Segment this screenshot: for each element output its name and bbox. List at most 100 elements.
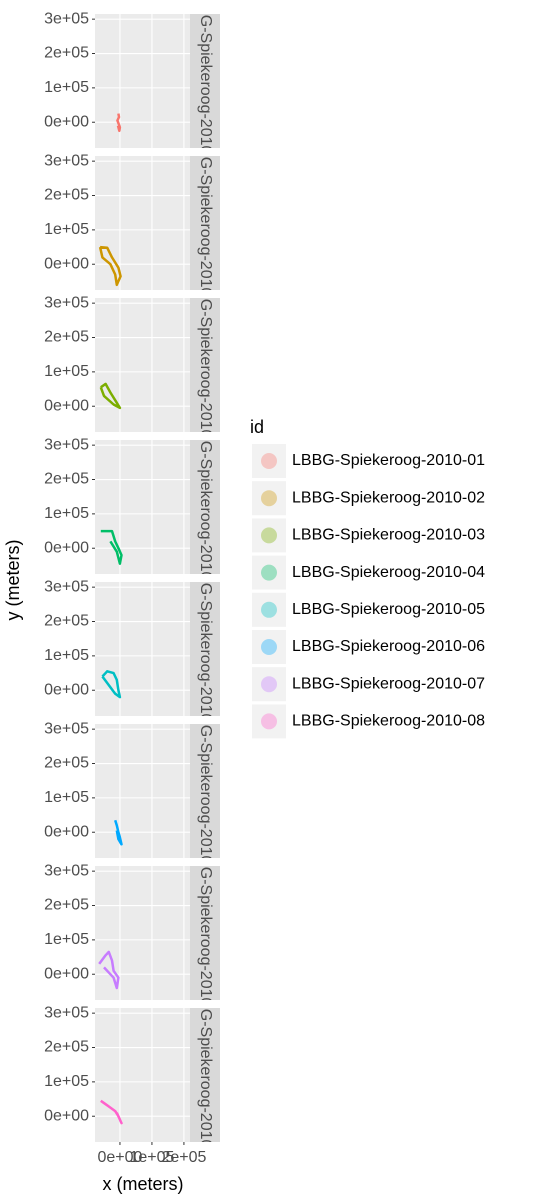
legend-label: LBBG-Spiekeroog-2010-03: [292, 527, 485, 544]
y-tick-label: 1e+05: [44, 647, 89, 664]
strip: LBBG-Spiekeroog-2010-07: [197, 836, 214, 1029]
strip-background: [190, 14, 220, 148]
track: [99, 382, 122, 410]
y-tick-label: 2e+05: [44, 613, 89, 630]
panel-background: [95, 156, 190, 290]
y-tick-label: 1e+05: [44, 1073, 89, 1090]
panel-background: [95, 440, 190, 574]
legend-label: LBBG-Spiekeroog-2010-04: [292, 564, 485, 581]
strip: LBBG-Spiekeroog-2010-02: [197, 126, 214, 319]
strip-background: [190, 866, 220, 1000]
strip: LBBG-Spiekeroog-2010-06: [197, 694, 214, 887]
strip-label: LBBG-Spiekeroog-2010-07: [197, 836, 214, 1029]
y-tick-label: 2e+05: [44, 897, 89, 914]
y-tick-label: 3e+05: [44, 1004, 89, 1021]
panel-background: [95, 582, 190, 716]
panel-background: [95, 1008, 190, 1142]
track: [98, 950, 120, 990]
x-tick-label: 0e+00: [97, 1149, 142, 1166]
y-tick-label: 0e+00: [44, 681, 89, 698]
strip-label: LBBG-Spiekeroog-2010-03: [197, 268, 214, 461]
legend-label: LBBG-Spiekeroog-2010-07: [292, 675, 485, 692]
y-tick-label: 1e+05: [44, 363, 89, 380]
legend-key: [261, 490, 277, 507]
track: [100, 1099, 123, 1125]
track: [114, 819, 123, 846]
y-tick-label: 3e+05: [44, 152, 89, 169]
legend-key: [261, 676, 277, 693]
track: [100, 529, 123, 565]
legend-label: LBBG-Spiekeroog-2010-06: [292, 638, 485, 655]
legend-key-bg: [252, 704, 286, 739]
panel-background: [95, 298, 190, 432]
legend-label: LBBG-Spiekeroog-2010-01: [292, 452, 485, 469]
legend-key: [261, 453, 277, 469]
legend-key-bg: [252, 518, 286, 553]
track: [98, 245, 122, 287]
y-tick-label: 1e+05: [44, 789, 89, 806]
y-tick-label: 1e+05: [44, 931, 89, 948]
legend-label: LBBG-Spiekeroog-2010-05: [292, 601, 485, 618]
legend-key: [261, 527, 277, 544]
strip-background: [190, 156, 220, 290]
y-tick-label: 0e+00: [44, 113, 89, 130]
track: [116, 113, 122, 133]
y-tick-label: 1e+05: [44, 221, 89, 238]
strip-label: LBBG-Spiekeroog-2010-06: [197, 694, 214, 887]
legend-title: id: [250, 417, 264, 437]
strip-background: [190, 1008, 220, 1142]
y-tick-label: 2e+05: [44, 187, 89, 204]
panel-background: [95, 14, 190, 148]
legend-label: LBBG-Spiekeroog-2010-02: [292, 489, 485, 506]
track: [101, 670, 122, 699]
x-tick-label: 1e+05: [129, 1149, 174, 1166]
y-tick-label: 3e+05: [44, 720, 89, 737]
strip-background: [190, 724, 220, 858]
legend-key-bg: [252, 444, 286, 478]
strip-label: LBBG-Spiekeroog-2010-01: [197, 0, 214, 178]
legend-key: [261, 713, 277, 730]
y-tick-label: 0e+00: [44, 823, 89, 840]
legend-key: [261, 601, 277, 618]
strip-label: LBBG-Spiekeroog-2010-02: [197, 126, 214, 319]
y-tick-label: 2e+05: [44, 329, 89, 346]
y-tick-label: 0e+00: [44, 1107, 89, 1124]
x-axis-title: x (meters): [103, 1174, 184, 1194]
legend-key: [261, 639, 277, 655]
strip-label: LBBG-Spiekeroog-2010-08: [197, 978, 214, 1171]
legend-key-bg: [252, 630, 286, 664]
strip: LBBG-Spiekeroog-2010-03: [197, 268, 214, 461]
y-tick-label: 3e+05: [44, 10, 89, 27]
strip: LBBG-Spiekeroog-2010-05: [197, 552, 214, 745]
strip: LBBG-Spiekeroog-2010-08: [197, 978, 214, 1171]
panel-background: [95, 866, 190, 1000]
strip-label: LBBG-Spiekeroog-2010-04: [197, 410, 214, 603]
legend-label: LBBG-Spiekeroog-2010-08: [292, 713, 485, 730]
legend-key-bg: [252, 592, 286, 627]
y-tick-label: 2e+05: [44, 471, 89, 488]
y-tick-label: 3e+05: [44, 862, 89, 879]
legend-key-bg: [252, 667, 286, 702]
strip-label: LBBG-Spiekeroog-2010-05: [197, 552, 214, 745]
strip-background: [190, 582, 220, 716]
strip: LBBG-Spiekeroog-2010-01: [197, 0, 214, 178]
strip-background: [190, 440, 220, 574]
y-tick-label: 2e+05: [44, 755, 89, 772]
y-tick-label: 0e+00: [44, 539, 89, 556]
strip: LBBG-Spiekeroog-2010-04: [197, 410, 214, 603]
y-tick-label: 0e+00: [44, 255, 89, 272]
legend-key-bg: [252, 481, 286, 516]
y-tick-label: 2e+05: [44, 1039, 89, 1056]
y-tick-label: 1e+05: [44, 79, 89, 96]
y-tick-label: 3e+05: [44, 436, 89, 453]
legend-key: [261, 564, 277, 581]
panel-background: [95, 724, 190, 858]
y-tick-label: 2e+05: [44, 45, 89, 62]
y-tick-label: 0e+00: [44, 397, 89, 414]
y-axis-title: y (meters): [3, 540, 23, 621]
y-tick-label: 0e+00: [44, 965, 89, 982]
y-tick-label: 3e+05: [44, 578, 89, 595]
y-tick-label: 3e+05: [44, 294, 89, 311]
legend-key-bg: [252, 555, 286, 590]
